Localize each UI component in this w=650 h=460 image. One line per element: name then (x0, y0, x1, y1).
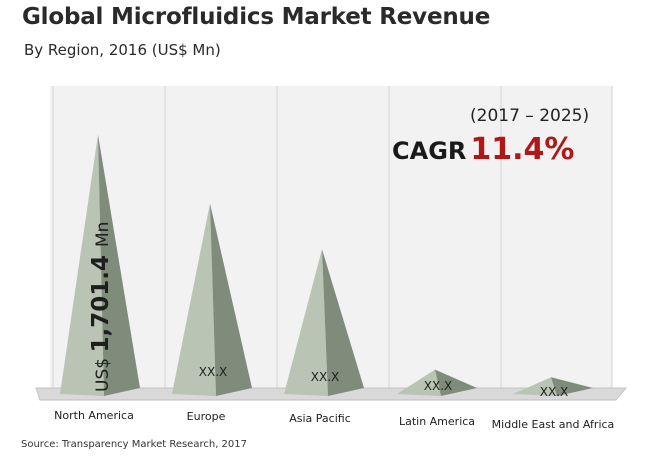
pyramid-bar (284, 249, 328, 396)
pyramid-bar-shade (322, 249, 364, 396)
chart-subtitle: By Region, 2016 (US$ Mn) (24, 41, 221, 59)
cagr-value: 11.4% (470, 132, 575, 167)
pyramid-bar-shade (551, 377, 593, 396)
category-label: Middle East and Africa (492, 418, 615, 431)
pyramid-bar-shade (435, 369, 477, 396)
pyramid-bar-shade (210, 203, 252, 396)
category-label: Asia Pacific (289, 412, 351, 425)
pyramid-bar (60, 134, 104, 396)
pyramid-bar (397, 369, 441, 396)
category-label: Latin America (399, 415, 475, 428)
pyramid-bar (172, 203, 216, 396)
category-label: North America (54, 409, 134, 422)
source-note: Source: Transparency Market Research, 20… (21, 439, 248, 450)
cagr-callout: CAGR 11.4% (392, 132, 574, 167)
cagr-period: (2017 – 2025) (470, 106, 590, 126)
category-label: Europe (187, 410, 226, 423)
data-label: US$ 1,701.4 Mn (88, 222, 114, 392)
pyramid-bar (513, 377, 557, 396)
chart-title: Global Microfluidics Market Revenue (22, 4, 491, 30)
data-label: XX.X (424, 379, 452, 393)
pyramid-bar-shade (98, 134, 140, 396)
data-label: XX.X (311, 370, 339, 384)
data-label: XX.X (199, 365, 227, 379)
data-label: XX.X (540, 385, 568, 399)
cagr-label: CAGR (392, 137, 467, 165)
